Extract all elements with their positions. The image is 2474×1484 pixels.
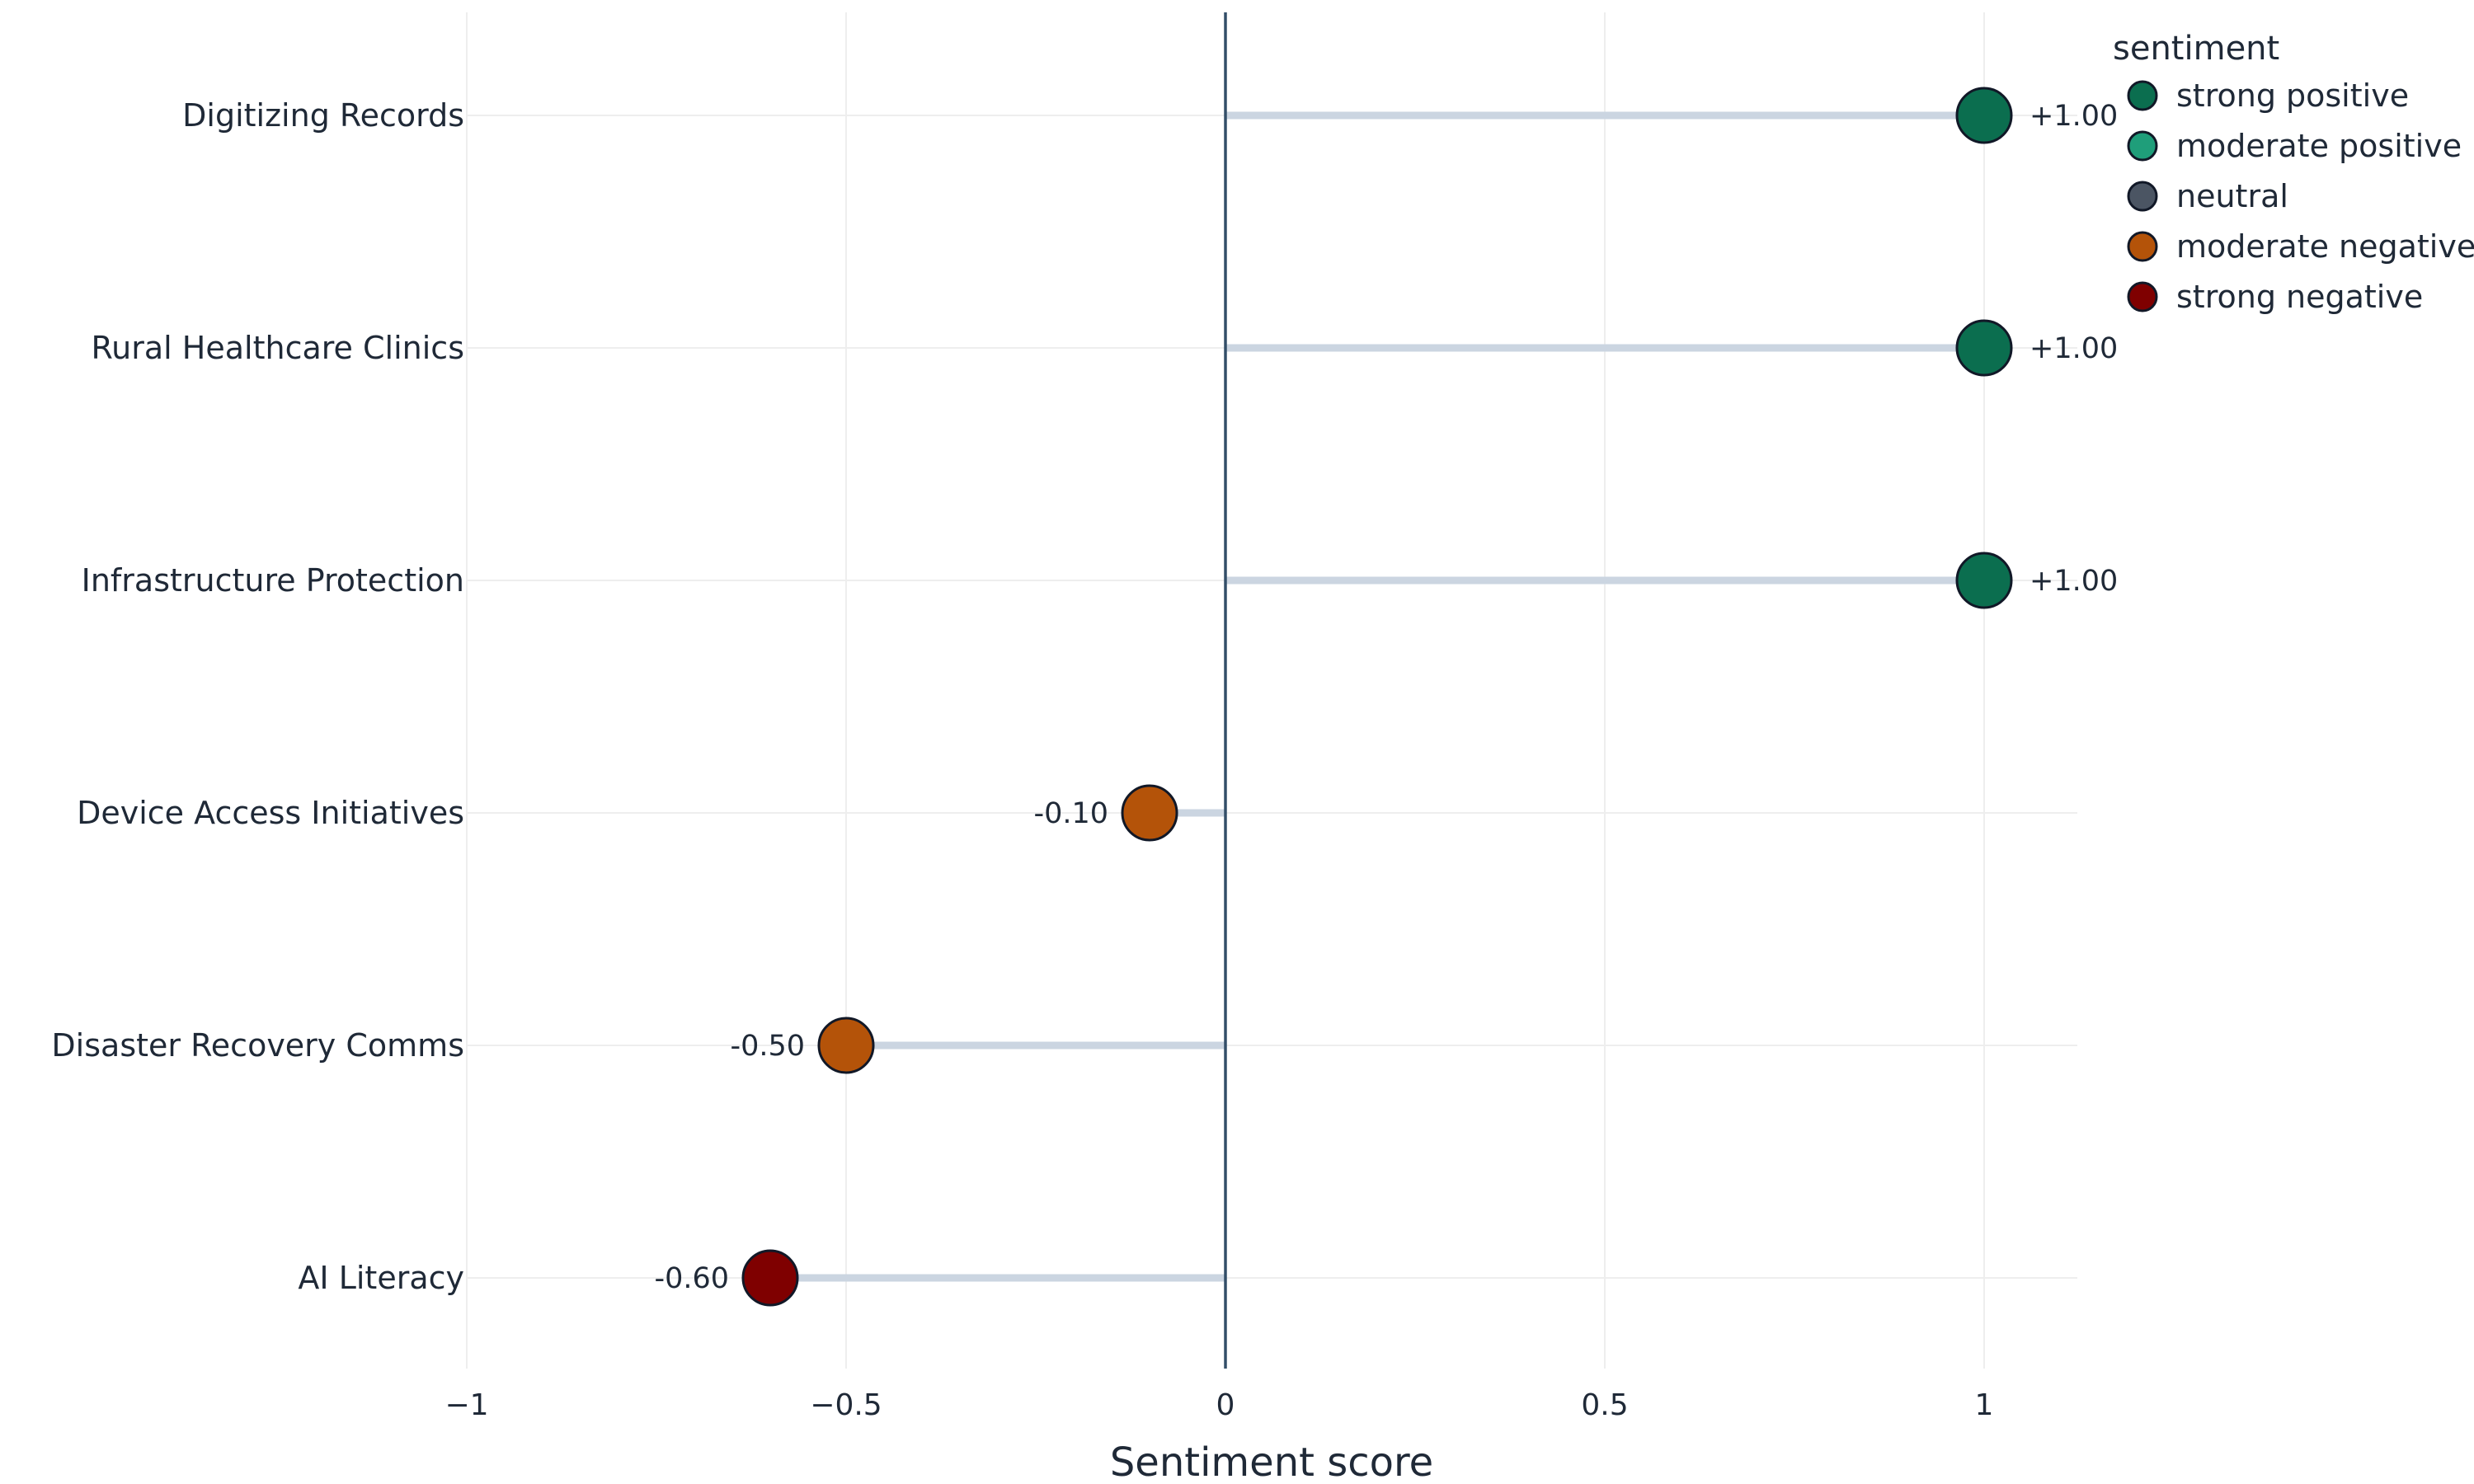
- lollipop-marker: [817, 1017, 875, 1074]
- category-label: Rural Healthcare Clinics: [91, 330, 464, 366]
- lollipop-marker: [741, 1249, 799, 1307]
- lollipop-marker: [1121, 784, 1178, 842]
- legend-marker: [2127, 130, 2158, 162]
- category-label: Infrastructure Protection: [82, 562, 464, 599]
- legend-entry-label: strong positive: [2176, 77, 2409, 114]
- x-axis: −1 −0.5 0 0.5 1: [444, 1388, 1993, 1422]
- legend: sentiment strong positive moderate positi…: [2113, 30, 2474, 315]
- legend-entry-label: moderate negative: [2176, 228, 2474, 265]
- legend-marker: [2127, 281, 2158, 312]
- x-tick-label: 0.5: [1581, 1388, 1628, 1422]
- stem-layer: [770, 111, 1984, 1282]
- x-tick-label: −1: [444, 1388, 488, 1422]
- grid-layer: [466, 12, 2077, 1369]
- legend-marker: [2127, 181, 2158, 212]
- x-axis-title: Sentiment score: [1110, 1439, 1433, 1484]
- value-label: -0.50: [730, 1030, 805, 1063]
- category-label: Device Access Initiatives: [77, 795, 464, 831]
- legend-entry-label: neutral: [2176, 178, 2288, 214]
- lollipop-marker: [1955, 319, 2013, 377]
- value-label: +1.00: [2030, 100, 2118, 133]
- lollipop-marker: [1955, 87, 2013, 144]
- x-tick-label: 1: [1975, 1388, 1994, 1422]
- marker-layer: [741, 87, 2013, 1307]
- label-layer: Digitizing Records Rural Healthcare Clini…: [51, 97, 2118, 1296]
- x-tick-label: 0: [1216, 1388, 1235, 1422]
- legend-entry-label: strong negative: [2176, 279, 2423, 315]
- x-tick-label: −0.5: [810, 1388, 882, 1422]
- value-label: +1.00: [2030, 332, 2118, 365]
- value-label: +1.00: [2030, 565, 2118, 598]
- category-label: AI Literacy: [298, 1260, 464, 1296]
- legend-marker: [2127, 231, 2158, 262]
- legend-title: sentiment: [2113, 30, 2279, 68]
- value-label: -0.60: [654, 1262, 729, 1295]
- value-label: -0.10: [1033, 797, 1108, 830]
- category-label: Digitizing Records: [182, 97, 464, 134]
- category-label: Disaster Recovery Comms: [51, 1027, 464, 1064]
- legend-entry-label: moderate positive: [2176, 128, 2462, 164]
- legend-marker: [2127, 80, 2158, 111]
- lollipop-marker: [1955, 552, 2013, 609]
